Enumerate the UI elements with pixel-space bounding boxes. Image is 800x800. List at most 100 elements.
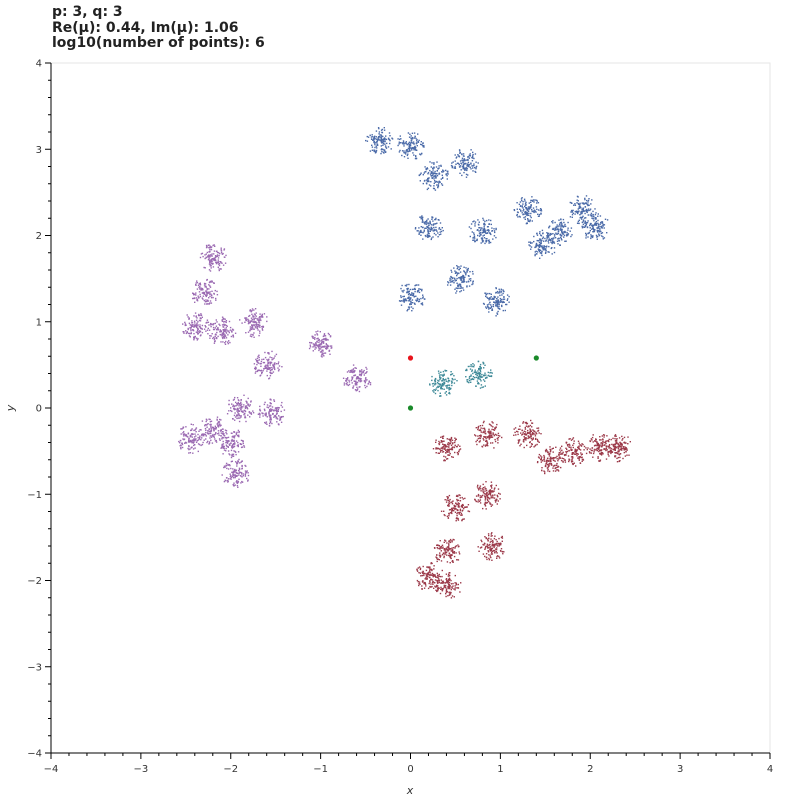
point xyxy=(541,460,544,462)
point xyxy=(593,229,596,231)
point xyxy=(427,566,429,568)
point xyxy=(491,547,494,550)
point xyxy=(446,178,448,180)
point xyxy=(530,443,533,445)
point xyxy=(214,333,217,336)
point xyxy=(471,231,473,233)
point xyxy=(223,330,225,332)
point xyxy=(545,462,547,465)
point xyxy=(205,326,207,328)
point xyxy=(451,540,453,542)
point xyxy=(209,285,211,287)
point xyxy=(220,261,222,263)
point xyxy=(415,295,417,297)
point xyxy=(226,433,228,435)
point xyxy=(449,554,451,557)
point xyxy=(318,347,320,349)
point xyxy=(431,176,433,178)
point xyxy=(435,223,437,225)
point xyxy=(582,207,585,210)
point xyxy=(508,295,510,298)
point xyxy=(207,440,209,443)
point xyxy=(459,511,461,513)
point xyxy=(210,436,213,438)
point xyxy=(193,336,195,339)
point xyxy=(580,444,582,447)
point xyxy=(567,445,569,447)
point xyxy=(494,494,496,496)
point xyxy=(592,215,594,217)
point xyxy=(453,555,456,558)
point xyxy=(410,141,413,143)
point xyxy=(438,579,440,582)
point xyxy=(210,322,212,325)
point xyxy=(210,335,212,337)
point xyxy=(522,203,524,205)
point xyxy=(619,453,622,455)
point xyxy=(402,143,404,145)
point xyxy=(219,430,222,432)
point xyxy=(457,583,459,586)
point xyxy=(269,362,272,364)
point xyxy=(533,240,535,243)
point xyxy=(552,470,555,472)
point xyxy=(620,444,622,446)
point xyxy=(526,214,528,217)
point xyxy=(442,443,444,445)
point xyxy=(557,470,560,472)
point xyxy=(594,223,596,225)
point xyxy=(589,224,591,227)
point xyxy=(561,226,563,228)
point xyxy=(366,368,368,370)
point xyxy=(564,240,566,242)
point xyxy=(183,438,185,441)
point xyxy=(414,290,416,293)
point xyxy=(492,491,494,493)
point xyxy=(240,401,242,404)
point xyxy=(561,449,563,451)
point xyxy=(530,216,532,219)
point xyxy=(387,146,390,148)
point xyxy=(209,300,212,302)
point xyxy=(414,157,417,160)
point xyxy=(222,447,224,449)
point xyxy=(231,440,234,442)
point xyxy=(541,456,543,458)
point xyxy=(590,449,593,452)
point xyxy=(221,319,223,321)
point xyxy=(495,305,497,307)
point xyxy=(471,160,474,162)
point xyxy=(248,319,250,322)
point xyxy=(399,135,401,137)
point xyxy=(490,233,492,236)
point xyxy=(487,540,489,542)
point xyxy=(403,145,405,147)
point xyxy=(531,426,533,428)
point xyxy=(182,427,184,429)
point xyxy=(179,442,181,444)
point xyxy=(221,320,224,322)
point xyxy=(232,336,235,338)
point xyxy=(266,320,268,323)
point xyxy=(263,313,266,315)
point xyxy=(555,446,557,448)
point xyxy=(483,444,485,446)
point xyxy=(601,222,603,224)
point xyxy=(426,219,428,222)
point xyxy=(460,290,462,292)
point xyxy=(437,185,440,187)
point xyxy=(407,288,409,290)
point xyxy=(419,180,421,182)
point xyxy=(567,444,569,446)
point xyxy=(448,438,450,440)
point xyxy=(567,229,569,231)
point xyxy=(585,222,588,224)
point xyxy=(432,224,435,226)
point xyxy=(575,211,577,213)
point xyxy=(535,250,537,252)
point xyxy=(482,235,484,237)
point xyxy=(185,324,187,326)
point xyxy=(566,231,568,234)
point xyxy=(253,315,255,318)
point xyxy=(467,269,469,271)
